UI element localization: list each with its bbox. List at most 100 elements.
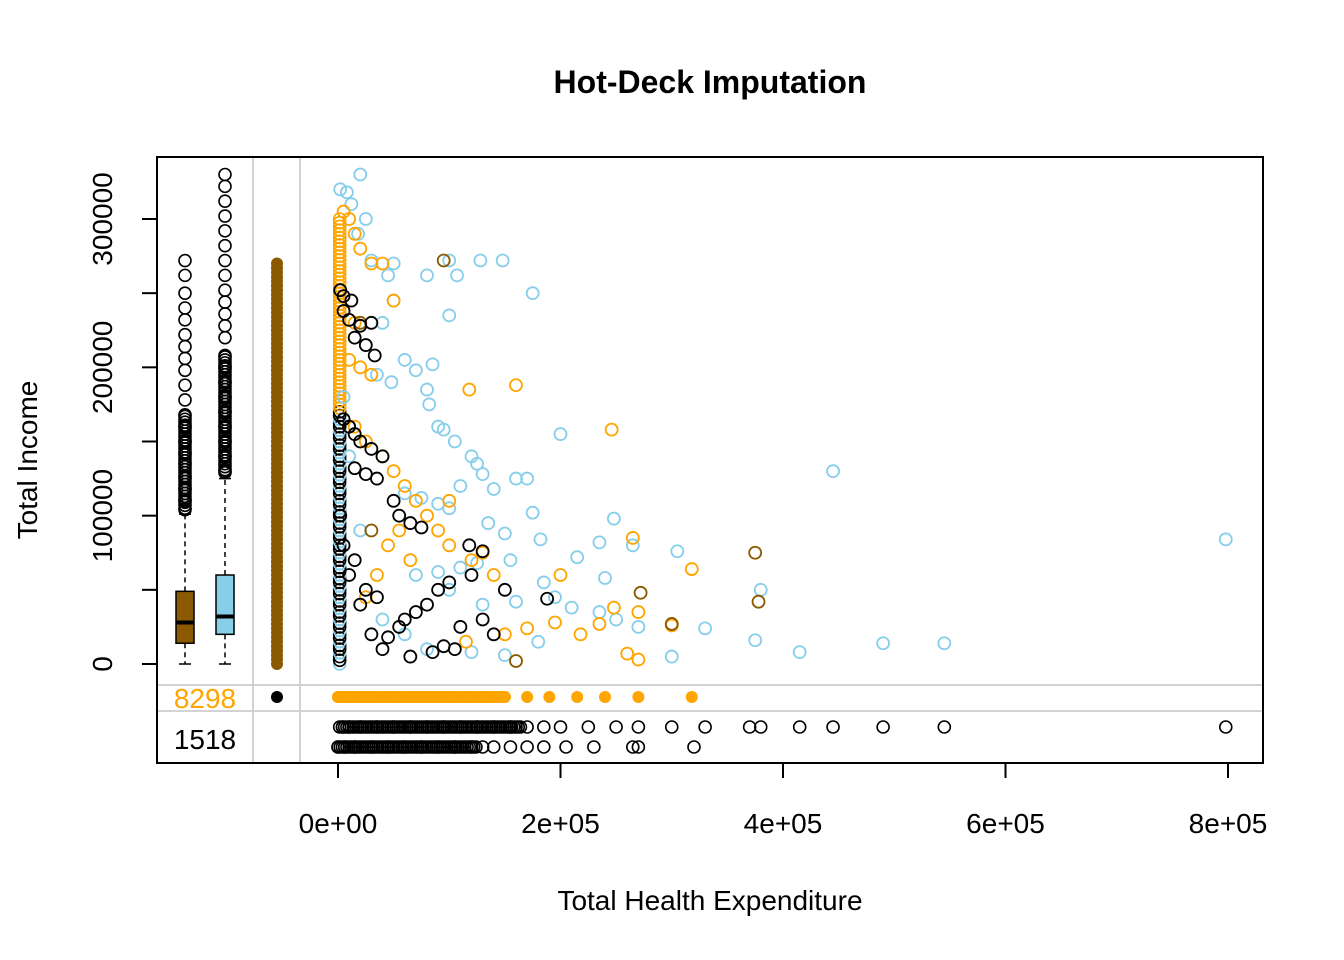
observed-point: [609, 612, 624, 627]
data-point: [332, 341, 347, 356]
missing-point: [375, 642, 390, 657]
data-point: [332, 597, 347, 612]
boxplot-outlier: [178, 268, 192, 283]
data-point: [332, 364, 347, 378]
imputed-point: [509, 378, 523, 393]
data-point: [332, 560, 347, 575]
boxplot-outlier: [178, 378, 192, 392]
expenditure-missing-point: [664, 720, 679, 734]
income-missing-point: [571, 691, 584, 703]
data-point: [332, 534, 347, 549]
observed-point: [420, 268, 434, 283]
expenditure-missing-point: [626, 740, 640, 754]
observed-point: [397, 486, 412, 501]
observed-point: [473, 253, 488, 268]
imputed-point: [436, 253, 451, 268]
data-point: [332, 542, 347, 556]
income-missing-point: [543, 691, 556, 703]
imputed-income-dot: [271, 257, 283, 270]
data-point: [332, 605, 347, 619]
data-point: [332, 460, 347, 475]
imputed-point: [631, 605, 646, 619]
data-point: [332, 490, 347, 504]
data-point: [332, 264, 347, 278]
observed-point: [381, 268, 395, 283]
boxplot-outlier: [218, 318, 232, 333]
missing-point: [353, 434, 368, 449]
observed-point: [670, 544, 685, 559]
x-tick-label: 8e+05: [1189, 808, 1268, 839]
expenditure-missing-point: [609, 720, 623, 734]
missing-point: [408, 605, 423, 619]
chart-title: Hot-Deck Imputation: [554, 64, 867, 100]
boxplot-box: [215, 574, 235, 636]
observed-point: [342, 449, 357, 464]
data-point: [332, 475, 347, 490]
missing-point: [336, 289, 351, 304]
observed-point: [442, 308, 457, 323]
data-point: [332, 301, 347, 315]
observed-point: [436, 422, 451, 437]
boxplot-outlier: [178, 363, 192, 378]
missing-point: [475, 544, 490, 559]
boxplot-outlier: [218, 167, 232, 182]
observed-point: [339, 185, 354, 200]
data-point: [332, 227, 347, 241]
observed-point: [397, 353, 412, 367]
boxplot-outlier: [218, 238, 232, 253]
missing-point: [431, 582, 446, 597]
observed-point: [453, 560, 468, 575]
boxplots: [175, 167, 235, 665]
missing-point: [353, 597, 368, 612]
missing-point: [392, 620, 407, 634]
imputed-point: [462, 382, 477, 397]
data-point: [332, 249, 347, 263]
boxplot-outlier: [218, 209, 232, 223]
imputed-point: [386, 293, 401, 308]
data-point: [332, 456, 347, 471]
imputed-point: [386, 464, 401, 479]
imputed-point: [342, 212, 357, 226]
observed-point: [503, 553, 518, 568]
missing-point: [420, 597, 434, 612]
expenditure-missing-point: [1218, 720, 1233, 734]
missing-point: [425, 645, 440, 660]
data-point: [332, 390, 347, 404]
income-missing-point: [632, 691, 645, 703]
data-point: [332, 468, 347, 482]
boxplot-outlier: [218, 350, 232, 364]
missing-point: [342, 568, 357, 582]
data-point: [332, 316, 347, 330]
observed-point: [453, 479, 468, 493]
data-point: [332, 568, 347, 582]
data-point: [332, 319, 347, 334]
observed-point: [876, 636, 891, 651]
observed-point: [937, 636, 952, 651]
observed-point: [344, 197, 359, 212]
imputed-point: [431, 523, 446, 538]
missing-point: [358, 467, 373, 482]
boxplot-outlier: [178, 253, 192, 268]
boxplot-outlier: [218, 179, 232, 194]
data-point: [332, 545, 347, 560]
observed-point: [384, 375, 399, 390]
data-point: [332, 397, 347, 412]
imputed-point: [548, 615, 562, 630]
boxplot-outlier: [178, 351, 192, 366]
imputed-point: [442, 493, 457, 508]
data-point: [332, 405, 347, 419]
observed-point: [698, 621, 713, 636]
data-point: [332, 445, 347, 460]
observed-point: [353, 523, 368, 538]
data-point: [332, 412, 347, 427]
data-point: [332, 367, 347, 382]
data-point: [332, 419, 347, 434]
expenditure-missing-point: [559, 740, 573, 754]
observed-point: [509, 471, 523, 486]
imputed-point: [408, 493, 423, 508]
observed-point: [592, 535, 607, 550]
observed-point: [408, 363, 423, 378]
missing-point: [497, 582, 512, 597]
observed-point: [420, 382, 434, 397]
data-point: [332, 334, 347, 349]
